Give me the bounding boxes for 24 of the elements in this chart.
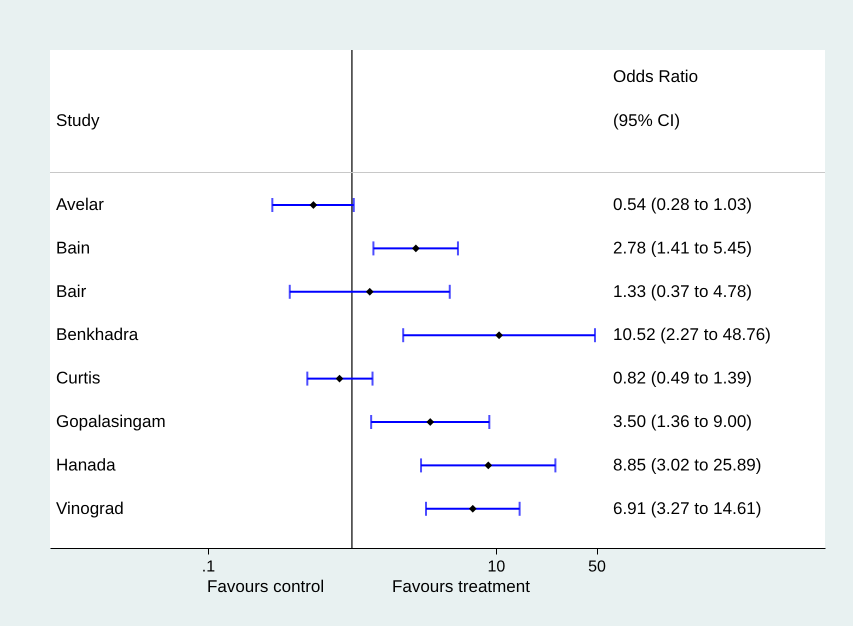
x-tick-label: 50 — [588, 558, 606, 576]
annotation: 6.91 (3.27 to 14.61) — [613, 498, 762, 518]
text: Favours treatment — [392, 577, 530, 596]
text: (95% CI) — [613, 111, 680, 130]
y-tick-label: Bain — [56, 238, 90, 258]
y-tick-label: Hanada — [56, 455, 116, 474]
x-tick-label: 10 — [488, 558, 506, 576]
y-tick-label: Gopalasingam — [56, 412, 166, 431]
y-tick-label: Avelar — [56, 195, 104, 214]
y-axis-title: Study — [56, 111, 100, 130]
y-tick-label: Curtis — [56, 368, 100, 388]
annotation: 2.78 (1.41 to 5.45) — [613, 238, 752, 258]
y-tick-label: Vinograd — [56, 498, 124, 518]
text: Odds Ratio — [613, 67, 698, 86]
text: Favours control — [207, 577, 324, 596]
annotation: 0.54 (0.28 to 1.03) — [613, 195, 752, 214]
y-tick-label: Benkhadra — [56, 325, 139, 344]
annotation: 3.50 (1.36 to 9.00) — [613, 412, 752, 431]
annotation: 1.33 (0.37 to 4.78) — [613, 282, 752, 301]
annotation: 10.52 (2.27 to 48.76) — [613, 325, 771, 344]
y-tick-label: Bair — [56, 282, 87, 301]
annotation: 0.82 (0.49 to 1.39) — [613, 368, 752, 388]
x-tick-label: .1 — [202, 558, 216, 576]
annotation: 8.85 (3.02 to 25.89) — [613, 455, 762, 474]
